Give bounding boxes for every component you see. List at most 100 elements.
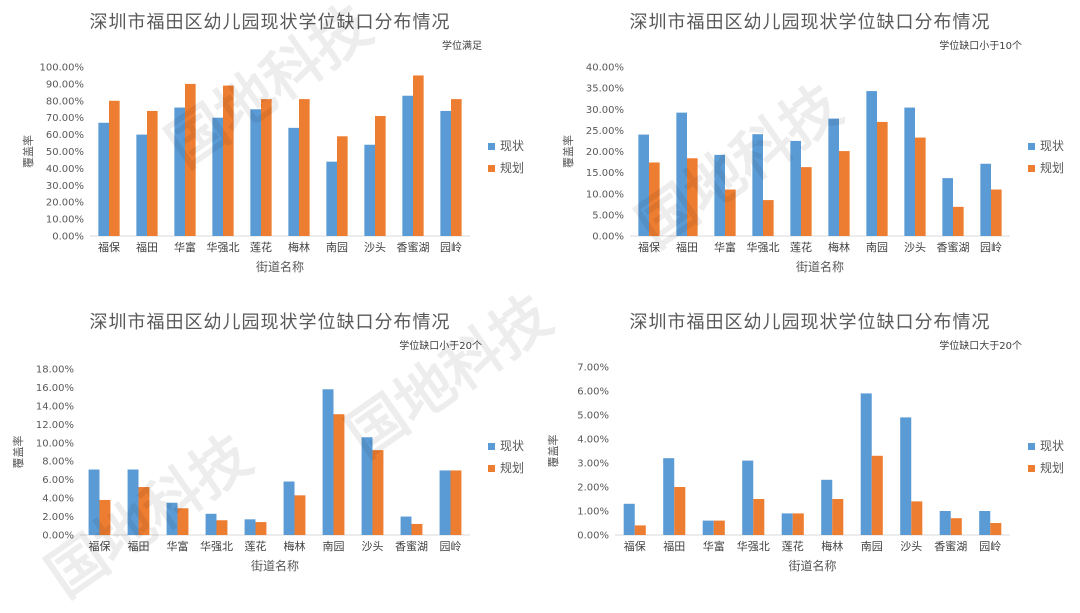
x-tick-label: 福保 (89, 539, 111, 553)
bar-current (979, 511, 991, 535)
bar-plan (687, 158, 698, 236)
legend-label: 现状 (1040, 139, 1064, 153)
y-tick-label: 80.00% (46, 96, 84, 107)
chart-panel-gap-lt-10: 0.00% 5.00% 10.00% 15.00% 20.00% 25.00% 30.00%… (540, 0, 1080, 292)
y-tick-label: 2.00% (577, 483, 609, 494)
legend-label: 规划 (500, 160, 524, 175)
x-tick-label: 梅林 (821, 539, 843, 553)
bar-current (781, 513, 793, 535)
bar-current (205, 513, 217, 535)
bar-plan (871, 455, 883, 535)
chart-subtitle: 学位缺口小于20个 (399, 341, 482, 352)
y-tick-label: 14.00% (36, 401, 74, 412)
legend-label: 规划 (1040, 460, 1064, 475)
x-tick-label: 华强北 (747, 240, 780, 254)
bar-current (440, 110, 451, 236)
x-tick-label: 园岭 (979, 539, 1001, 553)
bar-current (136, 134, 147, 236)
y-tick-label: 0.00% (577, 531, 609, 542)
bar-plan (294, 495, 306, 535)
x-tick-label: 福保 (638, 240, 660, 254)
y-tick-label: 90.00% (46, 79, 84, 90)
bar-current (866, 91, 877, 237)
legend-swatch-plan (488, 465, 495, 472)
x-tick-label: 南园 (323, 540, 345, 553)
chart-panel-gap-lt-20: 0.00% 2.00% 4.00% 6.00% 8.00% 10.00% 12.00% 14.… (0, 300, 540, 598)
x-tick-label: 南园 (861, 540, 883, 553)
bar-plan (832, 499, 844, 535)
bar-current (174, 107, 185, 236)
x-tick-label: 福田 (663, 539, 685, 553)
y-tick-label: 10.00% (36, 438, 74, 449)
bar-plan (299, 99, 310, 236)
x-tick-label: 南园 (866, 241, 888, 254)
bar-plan (915, 137, 926, 236)
bar-plan (950, 518, 962, 535)
bar-plan (753, 499, 765, 535)
bar-plan (223, 85, 234, 236)
y-axis-title: 覆盖率 (21, 135, 35, 168)
y-tick-label: 4.00% (42, 494, 74, 505)
bar-current (980, 163, 991, 236)
bar-plan (255, 522, 267, 535)
x-tick-label: 华富 (174, 240, 196, 254)
x-tick-label: 沙头 (900, 540, 922, 553)
bar-current (288, 127, 299, 236)
x-axis-title: 街道名称 (796, 259, 844, 274)
x-tick-label: 莲花 (250, 241, 272, 254)
bar-plan (147, 110, 158, 236)
y-tick-label: 30.00% (46, 181, 84, 192)
chart-title: 深圳市福田区幼儿园现状学位缺口分布情况 (89, 312, 451, 333)
bar-current (821, 479, 833, 535)
x-tick-label: 梅林 (828, 240, 850, 254)
bar-current (212, 117, 223, 236)
y-tick-label: 10.00% (46, 215, 84, 226)
y-tick-label: 18.00% (36, 365, 74, 376)
x-tick-label: 沙头 (364, 241, 386, 254)
y-tick-label: 0.00% (52, 232, 84, 243)
x-tick-label: 园岭 (440, 539, 462, 553)
bar-current (752, 134, 763, 236)
y-axis-title: 覆盖率 (11, 436, 25, 469)
bar-plan (634, 525, 646, 535)
chart-panel-gap-gt-20: 0.00% 1.00% 2.00% 3.00% 4.00% 5.00% 6.00% 7.00%… (540, 300, 1080, 598)
x-tick-label: 华富 (703, 539, 725, 553)
bar-current (166, 502, 178, 535)
y-tick-label: 40.00% (46, 164, 84, 175)
bar-chart: 0.00% 5.00% 10.00% 15.00% 20.00% 25.00% 30.00%… (561, 63, 1064, 275)
bar-plan (792, 513, 804, 535)
bar-plan (261, 99, 272, 236)
bar-plan (333, 414, 345, 535)
x-tick-label: 华富 (167, 539, 189, 553)
x-tick-label: 梅林 (288, 240, 310, 254)
x-tick-label: 沙头 (904, 241, 926, 254)
bar-plan (713, 520, 725, 535)
bar-chart: 0.00% 10.00% 20.00% 30.00% 40.00% 50.00% 60.00… (21, 63, 524, 275)
bar-plan (99, 499, 111, 535)
y-tick-label: 35.00% (586, 84, 624, 95)
bar-plan (990, 523, 1002, 535)
x-tick-label: 莲花 (782, 540, 804, 553)
chart-title: 深圳市福田区幼儿园现状学位缺口分布情况 (629, 12, 991, 33)
x-tick-label: 莲花 (790, 241, 812, 254)
bar-plan (877, 121, 888, 236)
legend-swatch-current (488, 443, 495, 450)
bar-plan (411, 523, 423, 535)
bar-current (714, 154, 725, 236)
bar-current (942, 178, 953, 236)
legend-label: 规划 (1040, 160, 1064, 175)
bar-plan (953, 206, 964, 236)
bar-current (361, 437, 373, 535)
bar-current (702, 520, 714, 535)
x-tick-label: 梅林 (284, 539, 306, 553)
y-tick-label: 0.00% (592, 232, 624, 243)
y-tick-label: 40.00% (586, 63, 624, 74)
legend-label: 规划 (500, 460, 524, 475)
bar-plan (413, 75, 424, 236)
x-tick-label: 香蜜湖 (934, 539, 967, 553)
bar-current (860, 393, 872, 535)
bar-current (623, 503, 635, 535)
y-tick-label: 8.00% (42, 457, 74, 468)
x-tick-label: 福田 (136, 240, 158, 254)
bar-plan (649, 162, 660, 236)
